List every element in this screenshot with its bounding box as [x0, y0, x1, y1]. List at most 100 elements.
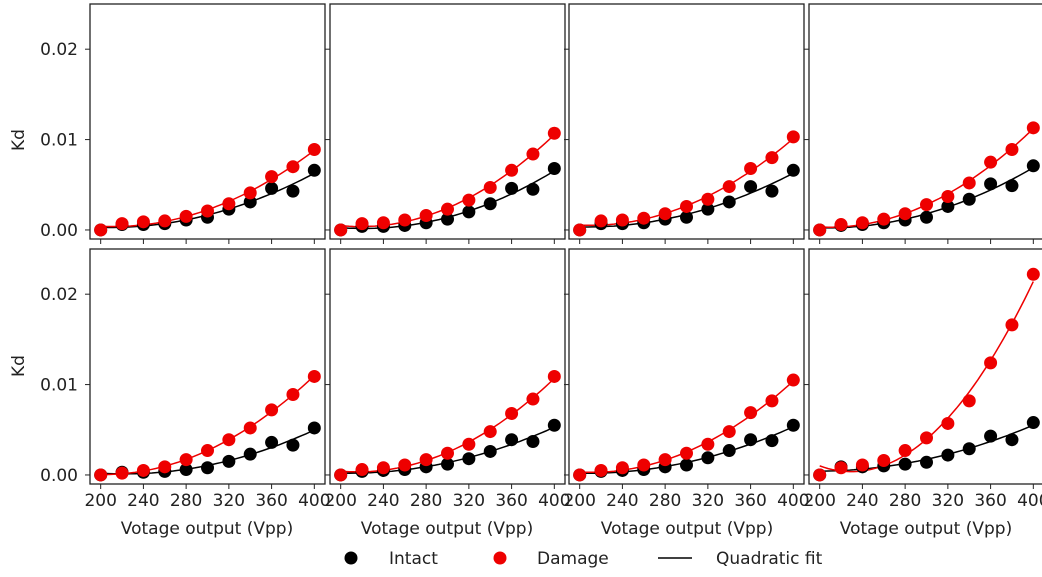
data-point-intact: [265, 435, 279, 449]
data-point-damage: [115, 217, 129, 231]
data-point-damage: [222, 433, 236, 447]
panel-frame: [329, 248, 566, 485]
x-tick-label: 240: [846, 491, 878, 511]
x-tick-label: 400: [1017, 491, 1042, 511]
data-point-intact: [1005, 433, 1019, 447]
data-point-intact: [920, 455, 933, 469]
data-point-damage: [680, 199, 693, 213]
data-point-damage: [201, 204, 214, 218]
data-point-damage: [222, 197, 236, 211]
data-point-damage: [1005, 318, 1019, 332]
data-point-intact: [243, 447, 257, 461]
data-point-damage: [265, 170, 279, 184]
data-point-damage: [573, 223, 587, 237]
data-point-damage: [526, 147, 540, 161]
data-point-damage: [547, 369, 561, 383]
data-point-intact: [680, 210, 693, 224]
data-point-intact: [941, 448, 955, 462]
x-tick-label: 360: [974, 491, 1006, 511]
data-point-damage: [265, 403, 279, 417]
x-tick-label: 200: [84, 491, 116, 511]
data-point-intact: [744, 180, 758, 194]
data-point-damage: [898, 444, 912, 458]
data-point-intact: [984, 429, 998, 443]
data-point-intact: [201, 461, 214, 475]
data-point-damage: [355, 217, 369, 231]
data-point-damage: [877, 212, 891, 226]
chart-panel-row2-col2: 200 240 280 320 360 400: [324, 248, 571, 511]
panel-frame: [808, 248, 1042, 485]
data-point-intact: [898, 457, 912, 471]
data-point-intact: [307, 421, 321, 435]
chart-panel-row1-col4: [804, 3, 1042, 244]
x-tick-label: 280: [170, 491, 202, 511]
data-point-intact: [179, 463, 193, 477]
data-point-intact: [680, 458, 693, 472]
data-point-damage: [462, 437, 476, 451]
data-point-damage: [526, 392, 540, 406]
data-point-damage: [94, 223, 108, 237]
fit-line-damage: [100, 375, 315, 476]
x-axis-label-col1: Votage output (Vpp): [121, 519, 293, 539]
data-point-damage: [898, 207, 912, 221]
x-tick-label: 280: [889, 491, 921, 511]
data-point-damage: [962, 394, 976, 408]
data-point-damage: [419, 209, 433, 222]
x-tick-label: 400: [298, 491, 330, 511]
x-tick-label: 240: [606, 491, 638, 511]
data-point-damage: [483, 180, 497, 194]
x-tick-label: 240: [367, 491, 399, 511]
data-point-intact: [526, 435, 540, 449]
data-point-intact: [462, 205, 476, 219]
data-point-intact: [722, 444, 736, 458]
x-tick-label: 280: [649, 491, 681, 511]
data-point-damage: [441, 202, 454, 216]
data-point-damage: [701, 192, 715, 206]
data-point-damage: [594, 214, 608, 228]
data-point-damage: [376, 216, 390, 230]
data-point-intact: [984, 177, 998, 191]
y-tick-label: 0.01: [40, 131, 78, 151]
data-point-intact: [1005, 179, 1019, 193]
data-point-damage: [680, 446, 693, 460]
panel-frame: [568, 3, 805, 240]
data-point-damage: [834, 218, 848, 232]
data-point-intact: [962, 192, 976, 206]
y-tick-label: 0.00: [40, 221, 78, 241]
data-point-intact: [786, 163, 800, 177]
y-tick-label: 0.02: [40, 40, 78, 60]
data-point-damage: [701, 437, 715, 451]
data-point-damage: [658, 453, 672, 467]
chart-panel-row2-col3: 200 240 280 320 360 400: [563, 248, 810, 511]
data-point-damage: [941, 190, 955, 204]
data-point-intact: [920, 210, 933, 224]
x-tick-label: 200: [563, 491, 595, 511]
data-point-intact: [941, 199, 955, 213]
data-point-damage: [483, 425, 497, 439]
x-tick-label: 360: [734, 491, 766, 511]
x-tick-label: 320: [453, 491, 485, 511]
data-point-damage: [765, 151, 779, 165]
data-point-damage: [722, 180, 736, 194]
data-point-damage: [355, 463, 369, 477]
data-point-damage: [158, 460, 172, 474]
data-point-damage: [505, 407, 519, 420]
data-point-damage: [158, 214, 172, 228]
x-axis-label-col3: Votage output (Vpp): [601, 519, 773, 539]
legend-intact-marker: [344, 551, 358, 565]
data-point-damage: [334, 468, 348, 482]
data-point-intact: [701, 451, 715, 465]
legend-intact-label: Intact: [389, 549, 438, 569]
data-point-intact: [462, 452, 476, 466]
data-point-damage: [984, 356, 998, 370]
data-point-damage: [855, 216, 869, 230]
data-point-damage: [307, 369, 321, 383]
data-point-damage: [136, 463, 150, 477]
data-point-damage: [722, 425, 736, 439]
data-point-intact: [483, 444, 497, 458]
data-point-damage: [744, 406, 758, 420]
data-point-damage: [286, 160, 300, 174]
data-point-intact: [786, 418, 800, 432]
data-point-intact: [547, 162, 561, 175]
